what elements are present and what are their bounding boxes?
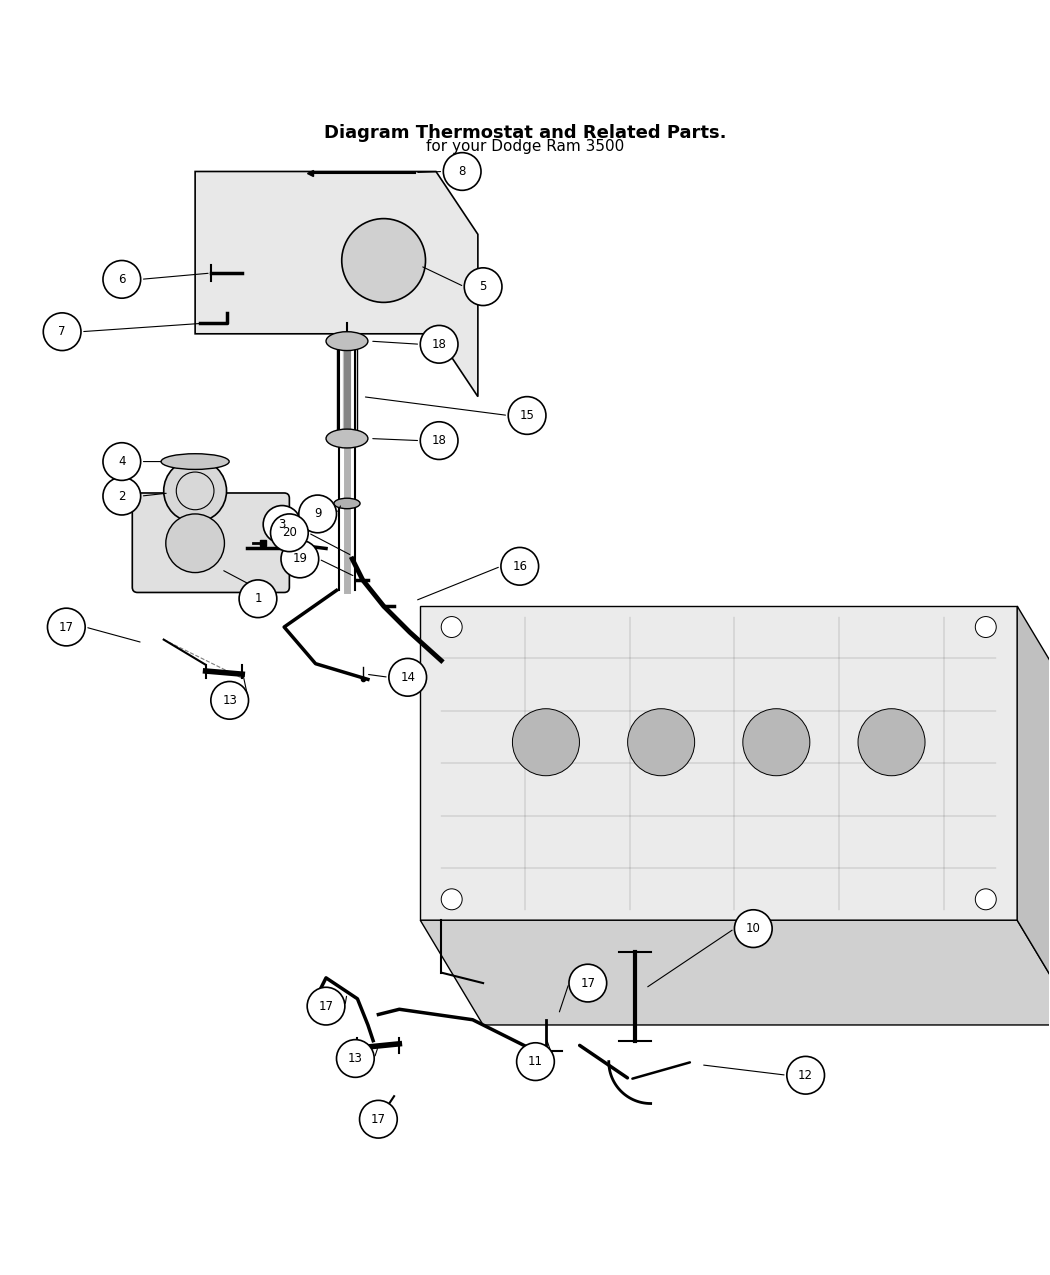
Circle shape [341, 218, 425, 302]
Text: 1: 1 [254, 593, 261, 606]
Circle shape [420, 422, 458, 459]
Circle shape [271, 514, 309, 552]
Circle shape [742, 709, 810, 775]
Text: 4: 4 [118, 455, 126, 468]
Text: 11: 11 [528, 1056, 543, 1068]
Polygon shape [420, 606, 1017, 921]
Circle shape [308, 987, 344, 1025]
Circle shape [103, 442, 141, 481]
Circle shape [734, 910, 772, 947]
Ellipse shape [327, 430, 368, 448]
Circle shape [628, 709, 695, 775]
Circle shape [103, 477, 141, 515]
Text: 9: 9 [314, 507, 321, 520]
Circle shape [388, 658, 426, 696]
Polygon shape [1017, 606, 1050, 1025]
Ellipse shape [334, 499, 360, 509]
Circle shape [211, 681, 249, 719]
Text: 17: 17 [581, 977, 595, 989]
Circle shape [501, 547, 539, 585]
Circle shape [264, 506, 301, 543]
Circle shape [420, 325, 458, 363]
Text: 8: 8 [459, 164, 466, 178]
Text: 20: 20 [282, 527, 297, 539]
Circle shape [299, 495, 336, 533]
Text: 17: 17 [371, 1113, 386, 1126]
Circle shape [858, 709, 925, 775]
Circle shape [443, 153, 481, 190]
Text: 13: 13 [348, 1052, 363, 1065]
Circle shape [975, 889, 996, 910]
Text: 3: 3 [278, 518, 286, 530]
Circle shape [975, 617, 996, 638]
Text: 19: 19 [292, 552, 308, 565]
Circle shape [43, 312, 81, 351]
Text: 15: 15 [520, 409, 534, 422]
Ellipse shape [161, 454, 229, 469]
Text: for your Dodge Ram 3500: for your Dodge Ram 3500 [426, 139, 624, 154]
Polygon shape [420, 921, 1050, 1025]
Text: 7: 7 [59, 325, 66, 338]
Circle shape [508, 397, 546, 435]
Circle shape [166, 514, 225, 572]
Circle shape [359, 1100, 397, 1139]
Text: 10: 10 [746, 922, 761, 935]
Circle shape [512, 709, 580, 775]
Text: Diagram Thermostat and Related Parts.: Diagram Thermostat and Related Parts. [323, 125, 727, 143]
Text: 5: 5 [480, 280, 487, 293]
Circle shape [441, 889, 462, 910]
Text: 18: 18 [432, 434, 446, 448]
Text: 12: 12 [798, 1068, 813, 1081]
Ellipse shape [327, 332, 368, 351]
FancyBboxPatch shape [132, 493, 290, 593]
Circle shape [569, 964, 607, 1002]
Polygon shape [195, 171, 478, 397]
Circle shape [239, 580, 277, 617]
Circle shape [47, 608, 85, 646]
Circle shape [786, 1057, 824, 1094]
Text: 2: 2 [118, 490, 126, 502]
Circle shape [281, 541, 319, 578]
Circle shape [517, 1043, 554, 1080]
Text: 17: 17 [59, 621, 74, 634]
Circle shape [441, 617, 462, 638]
Circle shape [336, 1039, 374, 1077]
Circle shape [464, 268, 502, 306]
Text: 17: 17 [318, 1000, 334, 1012]
Circle shape [103, 260, 141, 298]
Text: 6: 6 [118, 273, 126, 286]
Text: 14: 14 [400, 671, 415, 683]
Text: 16: 16 [512, 560, 527, 572]
Text: 13: 13 [223, 694, 237, 706]
Circle shape [164, 459, 227, 523]
Text: 18: 18 [432, 338, 446, 351]
